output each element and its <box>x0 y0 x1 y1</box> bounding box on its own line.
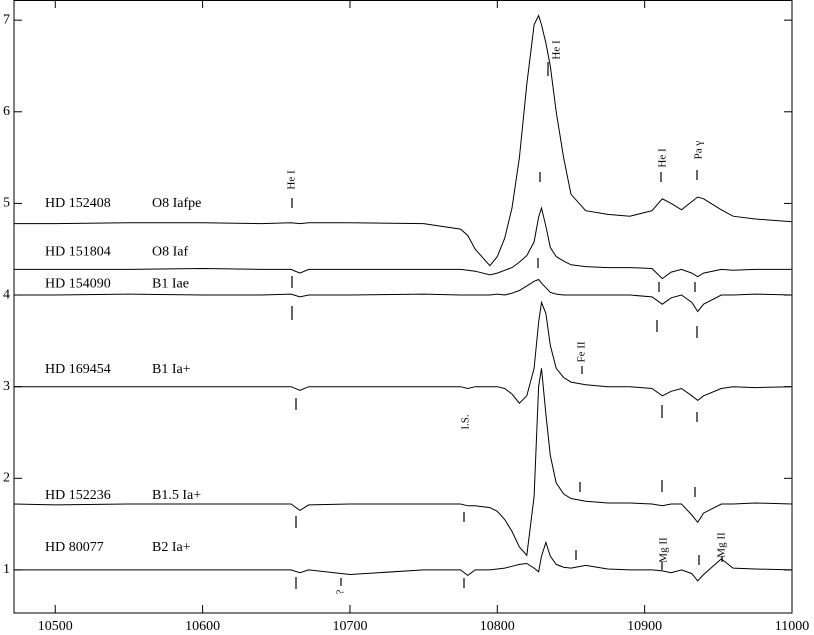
line-id-label: He I <box>551 40 563 60</box>
x-tick-label: 10900 <box>627 619 662 634</box>
spectral-type: B1 Iae <box>152 276 189 291</box>
spectral-type: O8 Iaf <box>152 245 188 260</box>
series-label: HD 151804 <box>45 245 111 260</box>
line-id-label: He I <box>657 148 669 168</box>
line-id-label: I.S. <box>460 414 472 430</box>
y-tick-label: 6 <box>3 104 10 119</box>
series-label: HD 80077 <box>45 540 104 555</box>
spectrum-line <box>13 368 793 557</box>
line-id-label: Mg II <box>658 537 670 563</box>
series-label: HD 152236 <box>45 488 111 503</box>
line-id-label: He I <box>286 170 298 190</box>
spectrum-line <box>14 300 793 404</box>
spectrum-line <box>14 278 793 313</box>
x-tick-label: 10700 <box>332 619 367 634</box>
series-label: HD 152408 <box>45 196 111 211</box>
spectral-type: B1.5 Ia+ <box>152 488 201 503</box>
y-tick-label: 3 <box>3 379 10 394</box>
spectral-type: B1 Ia+ <box>152 362 191 377</box>
plot-frame <box>13 0 793 614</box>
x-tick-label: 11000 <box>775 619 809 634</box>
line-id-label: Pa γ <box>693 141 705 160</box>
y-tick-label: 4 <box>3 287 10 302</box>
y-tick-label: 1 <box>3 562 10 577</box>
y-tick-label: 5 <box>3 196 10 211</box>
x-tick-label: 10800 <box>480 619 515 634</box>
x-tick-label: 10500 <box>38 619 73 634</box>
line-id-label: ? <box>335 589 347 594</box>
line-id-label: Mg II <box>716 532 728 558</box>
spectrum-line <box>14 206 792 280</box>
spectrum-line <box>14 14 793 267</box>
series-label: HD 169454 <box>45 362 111 377</box>
spectral-type: B2 Ia+ <box>152 540 191 555</box>
series-label: HD 154090 <box>45 276 111 291</box>
spectrum-line <box>14 540 793 582</box>
y-tick-label: 2 <box>3 471 10 486</box>
spectral-type: O8 Iafpe <box>152 196 201 211</box>
line-id-label: Fe II <box>576 341 588 362</box>
y-tick-label: 7 <box>3 12 10 27</box>
x-tick-label: 10600 <box>185 619 220 634</box>
